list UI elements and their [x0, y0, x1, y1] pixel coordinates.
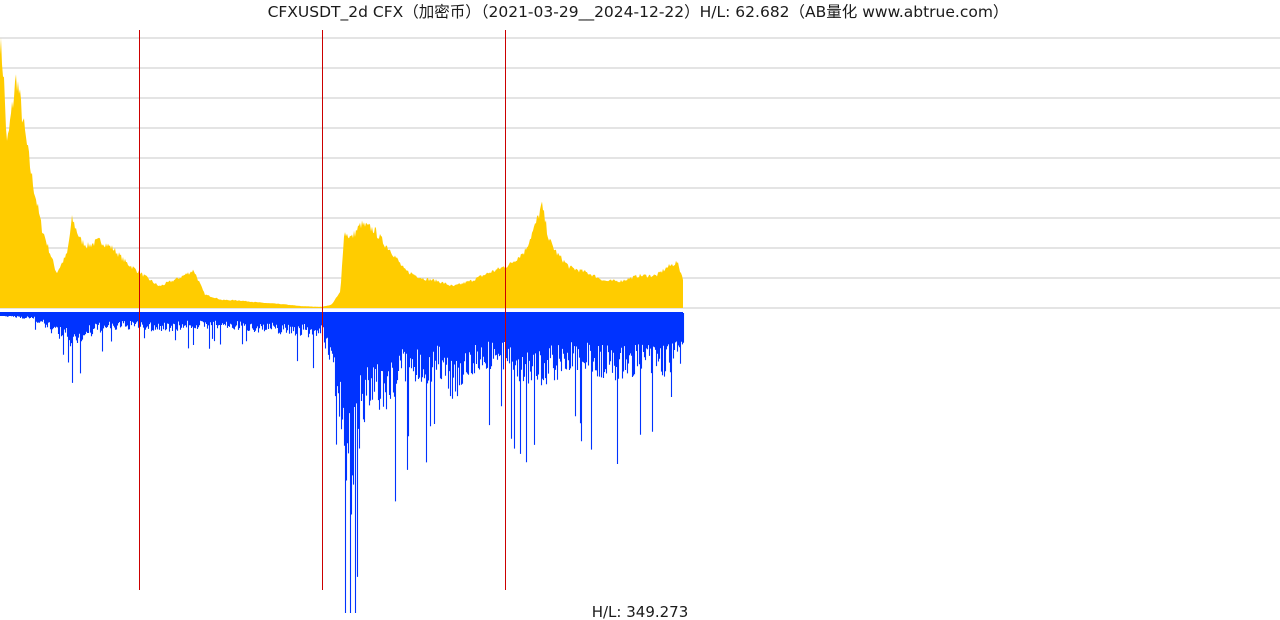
volume-bars	[0, 313, 685, 613]
volume-baseline	[0, 312, 683, 316]
volume-hl-label: H/L: 349.273	[592, 603, 689, 620]
year-markers	[139, 30, 506, 590]
chart-title: CFXUSDT_2d CFX（加密币）（2021-03-29__2024-12-…	[268, 3, 1009, 22]
volume-series	[0, 312, 685, 613]
price-area	[0, 38, 683, 308]
price-series	[0, 38, 683, 308]
gridlines	[0, 37, 1280, 309]
